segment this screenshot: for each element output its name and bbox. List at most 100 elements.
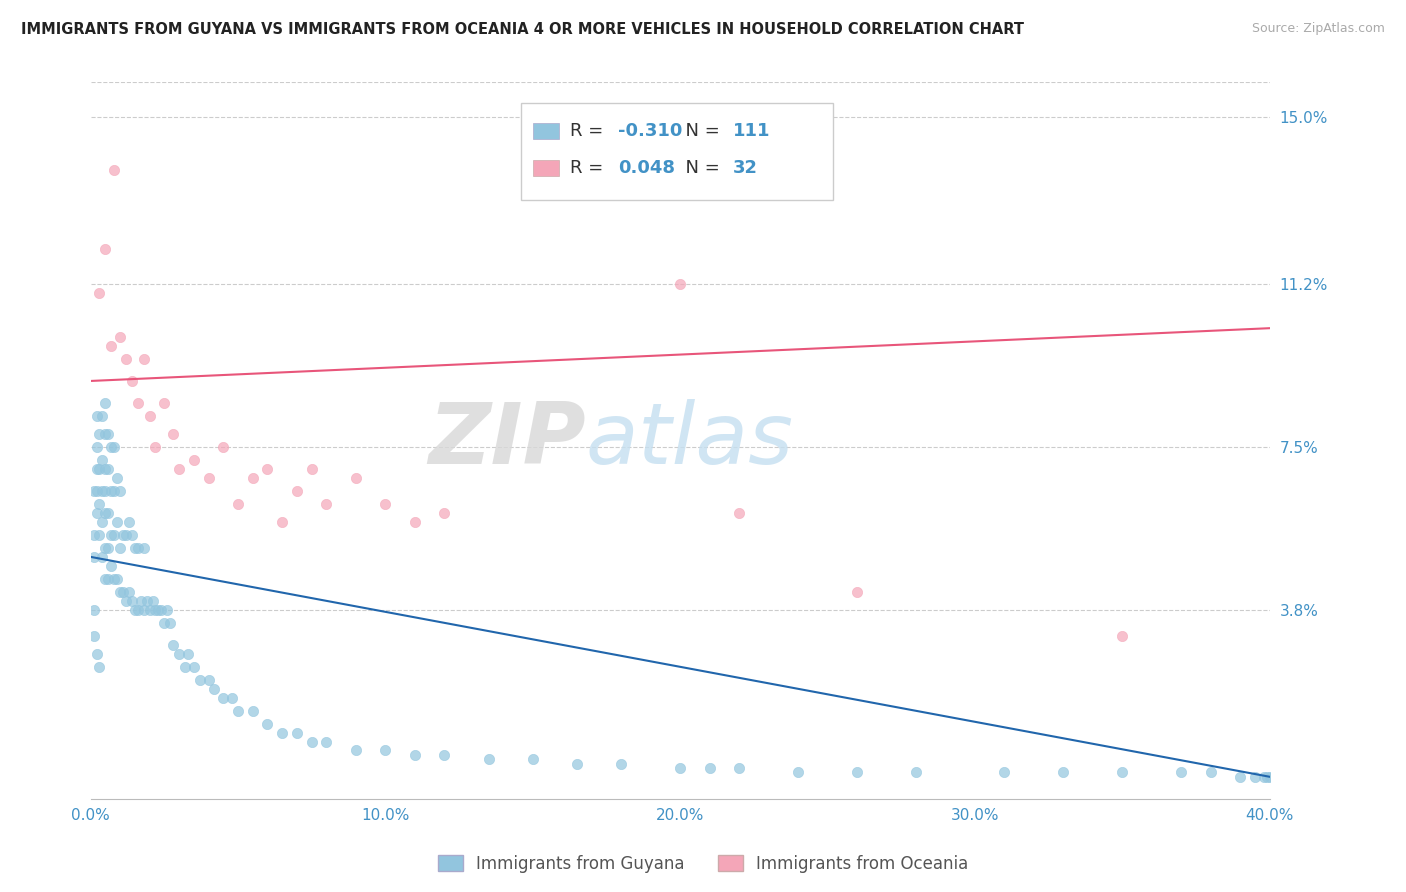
Point bbox=[83, 602, 105, 616]
Point bbox=[904, 765, 927, 780]
Point bbox=[121, 528, 143, 542]
Point bbox=[610, 756, 633, 771]
Point bbox=[433, 506, 456, 520]
Point bbox=[1258, 770, 1281, 784]
Point bbox=[993, 765, 1015, 780]
Point bbox=[174, 660, 197, 674]
Point bbox=[89, 528, 111, 542]
Point bbox=[315, 734, 337, 748]
Point bbox=[105, 572, 128, 586]
Point bbox=[97, 572, 120, 586]
Point bbox=[127, 396, 149, 410]
Point bbox=[242, 704, 264, 718]
Point bbox=[374, 743, 396, 757]
Point bbox=[103, 162, 125, 177]
Point bbox=[285, 483, 308, 498]
Point bbox=[145, 440, 167, 454]
Point bbox=[91, 483, 114, 498]
Point bbox=[124, 541, 146, 555]
Point bbox=[100, 440, 122, 454]
Point bbox=[132, 602, 155, 616]
Point bbox=[86, 483, 108, 498]
Point bbox=[141, 594, 163, 608]
Point bbox=[97, 426, 120, 441]
Point bbox=[197, 673, 219, 687]
Text: N =: N = bbox=[675, 121, 725, 140]
Point bbox=[132, 541, 155, 555]
Text: R =: R = bbox=[571, 159, 609, 177]
Point bbox=[135, 594, 157, 608]
Text: R =: R = bbox=[571, 121, 609, 140]
Point bbox=[89, 426, 111, 441]
Point bbox=[115, 528, 138, 542]
Point bbox=[177, 647, 200, 661]
Point bbox=[115, 594, 138, 608]
Point bbox=[94, 483, 117, 498]
Point bbox=[129, 594, 152, 608]
Point bbox=[162, 426, 184, 441]
Point bbox=[153, 615, 176, 630]
Point bbox=[83, 549, 105, 564]
Point bbox=[699, 761, 721, 775]
Point bbox=[301, 734, 323, 748]
Point bbox=[118, 585, 141, 599]
Point bbox=[108, 541, 131, 555]
Point bbox=[846, 765, 869, 780]
Point bbox=[271, 515, 294, 529]
Point bbox=[118, 515, 141, 529]
Point bbox=[728, 761, 751, 775]
Point bbox=[404, 515, 426, 529]
Point bbox=[1256, 770, 1278, 784]
Point bbox=[108, 330, 131, 344]
Point bbox=[212, 690, 235, 705]
Point bbox=[226, 704, 249, 718]
Point bbox=[103, 440, 125, 454]
Point bbox=[162, 638, 184, 652]
Point bbox=[127, 602, 149, 616]
Text: N =: N = bbox=[675, 159, 725, 177]
Point bbox=[344, 743, 367, 757]
Point bbox=[156, 602, 179, 616]
Point bbox=[188, 673, 211, 687]
Point bbox=[115, 351, 138, 366]
Point bbox=[89, 660, 111, 674]
Point bbox=[728, 506, 751, 520]
Point bbox=[86, 462, 108, 476]
Point bbox=[344, 471, 367, 485]
Point bbox=[94, 541, 117, 555]
Point bbox=[83, 629, 105, 643]
Point bbox=[183, 660, 205, 674]
Point bbox=[121, 374, 143, 388]
Point bbox=[138, 602, 160, 616]
Point bbox=[121, 594, 143, 608]
Point bbox=[94, 426, 117, 441]
Point bbox=[86, 647, 108, 661]
Point bbox=[1244, 770, 1267, 784]
Point bbox=[89, 285, 111, 300]
Point bbox=[1052, 765, 1074, 780]
Point bbox=[1253, 770, 1275, 784]
Text: 0.048: 0.048 bbox=[617, 159, 675, 177]
Point bbox=[94, 572, 117, 586]
Point bbox=[242, 471, 264, 485]
Point bbox=[153, 396, 176, 410]
Point bbox=[138, 409, 160, 424]
Legend: Immigrants from Guyana, Immigrants from Oceania: Immigrants from Guyana, Immigrants from … bbox=[432, 848, 974, 880]
Point bbox=[256, 717, 278, 731]
Point bbox=[167, 647, 190, 661]
Point bbox=[477, 752, 499, 766]
Point bbox=[315, 497, 337, 511]
Point bbox=[103, 528, 125, 542]
Point bbox=[100, 558, 122, 573]
Point bbox=[103, 483, 125, 498]
Point bbox=[97, 506, 120, 520]
Point bbox=[112, 585, 135, 599]
Point bbox=[100, 339, 122, 353]
Point bbox=[202, 681, 225, 696]
Point bbox=[669, 761, 692, 775]
Point bbox=[127, 541, 149, 555]
Point bbox=[100, 528, 122, 542]
Point bbox=[94, 396, 117, 410]
Point bbox=[150, 602, 173, 616]
FancyBboxPatch shape bbox=[533, 123, 558, 138]
